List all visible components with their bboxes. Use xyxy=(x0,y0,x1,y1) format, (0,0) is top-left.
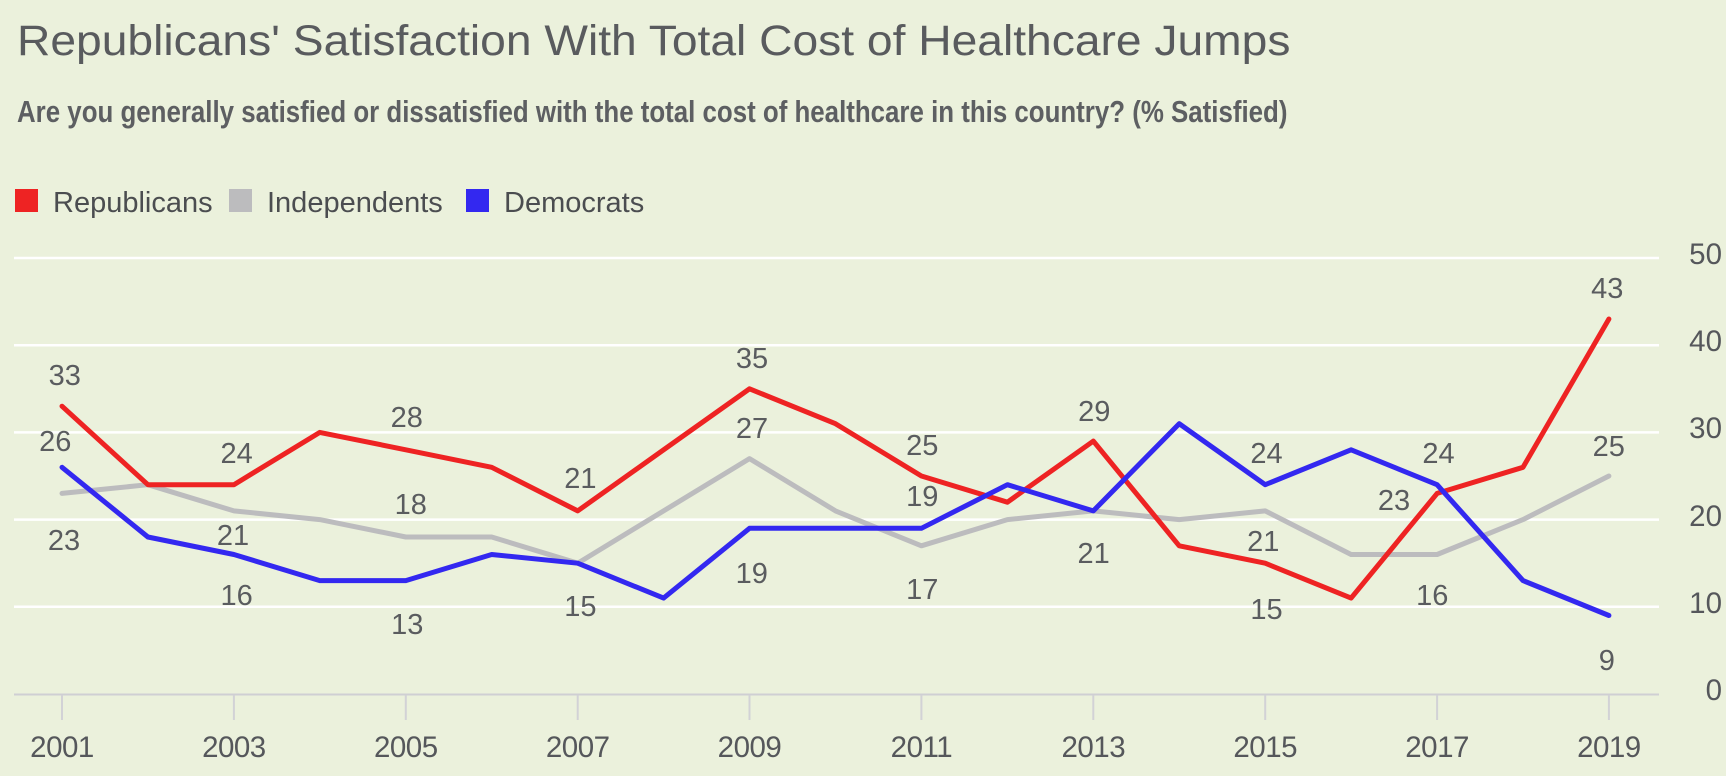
svg-text:13: 13 xyxy=(391,609,423,641)
svg-text:9: 9 xyxy=(1599,645,1615,677)
svg-text:29: 29 xyxy=(1078,396,1110,428)
svg-text:2013: 2013 xyxy=(1061,731,1125,764)
svg-text:25: 25 xyxy=(1593,431,1625,463)
svg-text:18: 18 xyxy=(395,489,427,521)
svg-text:40: 40 xyxy=(1689,325,1722,358)
svg-text:19: 19 xyxy=(906,481,938,513)
svg-text:2011: 2011 xyxy=(891,731,952,764)
svg-text:2005: 2005 xyxy=(374,731,438,764)
svg-text:2019: 2019 xyxy=(1577,731,1641,764)
svg-text:2007: 2007 xyxy=(546,731,610,764)
svg-text:21: 21 xyxy=(217,520,249,552)
svg-text:27: 27 xyxy=(736,413,768,445)
svg-text:2017: 2017 xyxy=(1405,731,1469,764)
svg-text:2001: 2001 xyxy=(30,731,94,764)
svg-text:26: 26 xyxy=(39,426,71,458)
svg-text:15: 15 xyxy=(1250,594,1282,626)
svg-text:28: 28 xyxy=(391,402,423,434)
svg-text:25: 25 xyxy=(906,430,938,462)
svg-text:2009: 2009 xyxy=(718,731,782,764)
svg-text:24: 24 xyxy=(220,438,252,470)
svg-text:21: 21 xyxy=(564,463,596,495)
svg-text:33: 33 xyxy=(49,360,81,392)
svg-text:23: 23 xyxy=(1378,485,1410,517)
svg-text:19: 19 xyxy=(736,558,768,590)
svg-text:50: 50 xyxy=(1689,238,1722,271)
svg-text:0: 0 xyxy=(1706,674,1722,707)
svg-text:21: 21 xyxy=(1077,538,1109,570)
svg-text:10: 10 xyxy=(1689,587,1722,620)
svg-text:16: 16 xyxy=(220,580,252,612)
svg-text:30: 30 xyxy=(1689,412,1722,445)
svg-text:24: 24 xyxy=(1250,438,1282,470)
svg-text:2003: 2003 xyxy=(202,731,266,764)
svg-text:15: 15 xyxy=(564,591,596,623)
svg-text:43: 43 xyxy=(1591,273,1623,305)
svg-text:23: 23 xyxy=(48,525,80,557)
svg-text:2015: 2015 xyxy=(1233,731,1297,764)
svg-text:24: 24 xyxy=(1422,438,1454,470)
svg-text:17: 17 xyxy=(906,574,938,606)
svg-text:16: 16 xyxy=(1416,580,1448,612)
svg-text:21: 21 xyxy=(1247,526,1279,558)
svg-text:35: 35 xyxy=(736,343,768,375)
svg-text:20: 20 xyxy=(1689,500,1722,533)
